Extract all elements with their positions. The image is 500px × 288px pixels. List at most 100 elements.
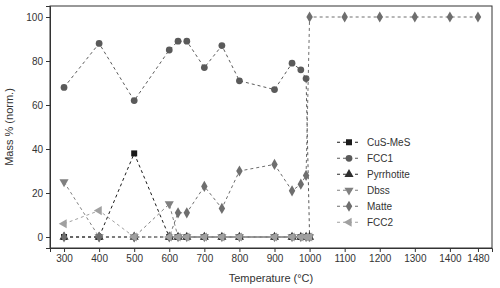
tick: 900 [267, 248, 284, 264]
marker [219, 203, 225, 214]
legend-label: Matte [367, 201, 392, 212]
chart: 3004005006007008009001000110012001300140… [0, 0, 500, 288]
tick-label: 1100 [334, 253, 356, 264]
plot-frame [50, 6, 492, 248]
marker [175, 38, 182, 45]
legend-marker [346, 155, 353, 162]
tick: 100 [26, 12, 50, 23]
legend-label: Pyrrhotite [367, 169, 410, 180]
series-line [64, 153, 310, 237]
tick: 80 [32, 56, 50, 67]
tick: 60 [32, 100, 50, 111]
tick: 1100 [334, 248, 356, 264]
tick: 800 [232, 248, 249, 264]
tick-mark [275, 248, 276, 252]
tick: 1480 [467, 248, 490, 264]
tick-label: 1200 [369, 253, 392, 264]
marker [298, 179, 304, 190]
marker [234, 232, 242, 241]
tick-label: 600 [161, 253, 178, 264]
marker [59, 219, 67, 228]
tick-mark [415, 248, 416, 252]
marker [131, 150, 137, 156]
tick-label: 400 [91, 253, 108, 264]
marker [289, 60, 296, 67]
legend-marker [344, 188, 353, 196]
marker [61, 231, 67, 242]
tick-label: 20 [32, 188, 44, 199]
y-axis: 0 20 40 60 80 100 [26, 7, 50, 249]
marker [287, 232, 295, 241]
tick-mark [345, 248, 346, 252]
marker [96, 231, 102, 242]
tick: 20 [32, 188, 50, 199]
tick-mark [380, 248, 381, 252]
plot: 3004005006007008009001000110012001300140… [26, 6, 492, 264]
tick-label: 1480 [467, 253, 490, 264]
marker [217, 232, 225, 241]
legend-marker [346, 139, 352, 145]
legend-item: Pyrrhotite [337, 169, 410, 180]
plot-area [59, 11, 481, 242]
tick: 400 [91, 248, 108, 264]
marker [199, 232, 207, 241]
tick-mark [134, 248, 135, 252]
tick: 1300 [404, 248, 427, 264]
x-axis-title: Temperature (°C) [229, 272, 313, 284]
marker [183, 38, 190, 45]
tick: 1200 [369, 248, 392, 264]
marker [377, 11, 383, 22]
marker [131, 97, 138, 104]
marker [201, 64, 208, 71]
marker [173, 232, 181, 241]
tick: 600 [161, 248, 178, 264]
legend-marker [346, 201, 352, 212]
tick-label: 300 [56, 253, 73, 264]
marker [165, 201, 174, 209]
legend-label: Dbss [367, 185, 390, 196]
marker [341, 11, 347, 22]
tick: 0 [37, 232, 50, 243]
tick-mark [46, 105, 50, 106]
tick-mark [46, 17, 50, 18]
tick-mark [99, 248, 100, 252]
legend-item: CuS-MeS [337, 137, 411, 148]
series-line [64, 41, 310, 237]
marker [219, 42, 226, 49]
marker [61, 84, 68, 91]
marker [303, 170, 309, 181]
marker [289, 185, 295, 196]
tick: 300 [56, 248, 73, 264]
marker [447, 11, 453, 22]
marker [271, 86, 278, 93]
marker [184, 207, 190, 218]
tick-label: 1000 [299, 253, 322, 264]
axis-line [46, 7, 51, 249]
legend-marker [344, 218, 352, 227]
tick: 1400 [439, 248, 462, 264]
tick-label: 700 [197, 253, 214, 264]
tick: 700 [197, 248, 214, 264]
tick-mark [46, 149, 50, 150]
tick-label: 40 [32, 144, 44, 155]
tick-label: 100 [26, 12, 43, 23]
legend-marker [344, 169, 353, 177]
tick-label: 800 [232, 253, 249, 264]
legend-item: FCC1 [337, 153, 394, 164]
marker [271, 159, 277, 170]
tick-mark [239, 248, 240, 252]
legend-label: FCC1 [367, 153, 394, 164]
tick-label: 80 [32, 56, 44, 67]
marker [306, 11, 312, 22]
y-axis-title: Mass % (norm.) [3, 88, 15, 166]
tick-mark [46, 193, 50, 194]
tick-label: 900 [267, 253, 284, 264]
tick: 1000 [299, 248, 322, 264]
marker [94, 206, 102, 215]
series-line [64, 182, 310, 237]
marker [412, 11, 418, 22]
marker [96, 40, 103, 47]
marker [236, 77, 243, 84]
marker [236, 165, 242, 176]
marker [59, 179, 68, 187]
